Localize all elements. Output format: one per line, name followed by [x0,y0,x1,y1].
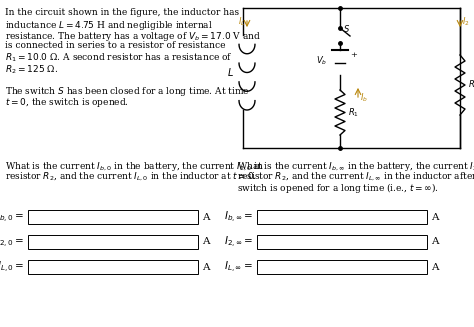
Text: $I_{b,0} =$: $I_{b,0} =$ [0,210,24,225]
FancyBboxPatch shape [257,260,427,274]
Text: What is the current $I_{b,\infty}$ in the battery, the current $I_{2,\infty}$ in: What is the current $I_{b,\infty}$ in th… [237,160,474,173]
Text: A: A [431,263,438,271]
Text: A: A [431,237,438,247]
FancyBboxPatch shape [257,235,427,249]
Text: $R_2 = 125$ Ω.: $R_2 = 125$ Ω. [5,63,58,76]
FancyBboxPatch shape [28,260,198,274]
Text: A: A [431,213,438,221]
Text: $R_2$: $R_2$ [468,79,474,91]
Text: In the circuit shown in the figure, the inductor has: In the circuit shown in the figure, the … [5,8,239,17]
Text: $L$: $L$ [227,66,234,78]
Text: $R_1 = 10.0$ Ω. A second resistor has a resistance of: $R_1 = 10.0$ Ω. A second resistor has a … [5,52,233,64]
Text: What is the current $I_{b,0}$ in the battery, the current $I_{2,0}$ in: What is the current $I_{b,0}$ in the bat… [5,160,264,173]
Text: The switch $S$ has been closed for a long time. At time: The switch $S$ has been closed for a lon… [5,85,250,98]
Text: switch is opened for a long time (i.e., $t = \infty$).: switch is opened for a long time (i.e., … [237,181,439,195]
FancyBboxPatch shape [28,235,198,249]
FancyBboxPatch shape [257,210,427,224]
Text: resistor $R_2$, and the current $I_{L,0}$ in the inductor at $t = 0$.: resistor $R_2$, and the current $I_{L,0}… [5,170,257,183]
Text: $R_1$: $R_1$ [348,106,359,119]
Text: $V_b$: $V_b$ [316,54,327,67]
Text: A: A [202,213,210,221]
Text: $I_2$: $I_2$ [462,16,470,28]
Text: $I_b$: $I_b$ [360,92,368,105]
Text: A: A [202,263,210,271]
Text: $I_{2,0} =$: $I_{2,0} =$ [0,234,24,250]
Text: is connected in series to a resistor of resistance: is connected in series to a resistor of … [5,41,226,50]
Text: +: + [350,51,357,59]
Text: $I_L$: $I_L$ [237,16,245,28]
Text: resistance. The battery has a voltage of $V_b = 17.0$ V and: resistance. The battery has a voltage of… [5,30,261,43]
Text: $I_{L,0} =$: $I_{L,0} =$ [0,259,24,275]
Text: resistor $R_2$, and the current $I_{L,\infty}$ in the inductor after the: resistor $R_2$, and the current $I_{L,\i… [237,170,474,183]
Text: $I_{L,\infty} =$: $I_{L,\infty} =$ [224,259,253,275]
Text: A: A [202,237,210,247]
Text: inductance $L = 4.75$ H and negligible internal: inductance $L = 4.75$ H and negligible i… [5,19,213,32]
Text: $I_{2,\infty} =$: $I_{2,\infty} =$ [224,234,253,250]
Text: $S$: $S$ [343,23,350,34]
FancyBboxPatch shape [28,210,198,224]
Text: $t = 0$, the switch is opened.: $t = 0$, the switch is opened. [5,96,129,109]
Text: $I_{b,\infty} =$: $I_{b,\infty} =$ [224,210,253,225]
